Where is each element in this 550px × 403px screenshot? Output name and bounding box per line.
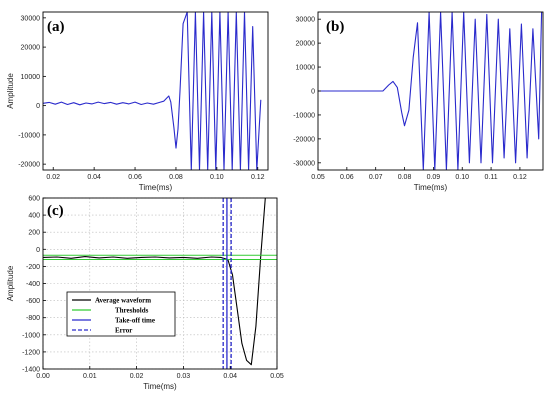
x-tick-label: 0.03 [177, 373, 191, 380]
x-axis-label: Time(ms) [139, 183, 173, 192]
panel-label: (b) [326, 19, 344, 35]
x-tick-label: 0.08 [398, 174, 412, 181]
y-tick-label: -10000 [18, 132, 40, 139]
chart-panel-a: 0.02 0.04 0.06 0.08 0.10 0.12 -20000 -10000 0 100… [6, 11, 269, 192]
series-line-0 [43, 198, 266, 366]
y-tick-label: 200 [28, 230, 40, 237]
y-tick-label: -30000 [293, 160, 315, 167]
series-line-0 [318, 12, 543, 170]
x-tick-label: 0.02 [46, 174, 60, 181]
x-tick-label: 0.08 [169, 174, 183, 181]
plot-area [43, 198, 277, 369]
x-axis-label: Time(ms) [414, 183, 448, 192]
panel-label: (a) [47, 19, 65, 35]
x-tick-label: 0.06 [340, 174, 354, 181]
x-tick-label: 0.02 [130, 373, 144, 380]
x-tick-label: 0.05 [311, 174, 325, 181]
x-tick-label: 0.04 [223, 373, 237, 380]
legend-label: Error [115, 327, 132, 335]
y-tick-label: -400 [26, 281, 40, 288]
legend-label: Thresholds [115, 307, 149, 315]
y-tick-label: 20000 [21, 45, 41, 52]
y-tick-label: -1000 [22, 332, 40, 339]
x-tick-label: 0.06 [128, 174, 142, 181]
y-axis-label: Amplitude [6, 265, 15, 301]
y-axis-label: Amplitude [6, 73, 15, 109]
y-tick-label: 30000 [296, 17, 316, 24]
x-tick-label: 0.10 [210, 174, 224, 181]
x-tick-label: 0.12 [251, 174, 265, 181]
y-tick-label: 30000 [21, 15, 41, 22]
x-tick-label: 0.10 [455, 174, 469, 181]
y-tick-label: -20000 [18, 162, 40, 169]
x-tick-label: 0.05 [270, 373, 284, 380]
y-tick-label: -200 [26, 264, 40, 271]
x-tick-label: 0.01 [83, 373, 97, 380]
y-tick-label: -600 [26, 298, 40, 305]
y-tick-label: 400 [28, 213, 40, 220]
plot-area [318, 12, 543, 170]
x-tick-label: 0.04 [87, 174, 101, 181]
y-tick-label: 10000 [296, 65, 316, 72]
y-tick-label: -20000 [293, 136, 315, 143]
x-tick-label: 0.11 [485, 174, 498, 181]
y-tick-label: 20000 [296, 41, 316, 48]
y-tick-label: -800 [26, 315, 40, 322]
legend: Average waveform Thresholds Take-off time E… [66, 291, 176, 337]
y-tick-label: 0 [311, 89, 315, 96]
y-tick-label: -10000 [293, 112, 315, 119]
x-tick-label: 0.00 [36, 373, 50, 380]
panel-label: (c) [47, 203, 64, 219]
plot-frame [42, 11, 269, 171]
legend-box [66, 291, 176, 337]
y-tick-label: -1200 [22, 349, 40, 356]
legend-label: Average waveform [95, 297, 151, 305]
chart-panel-b: 0.05 0.06 0.07 0.08 0.09 0.10 0.11 0.12 -30000 -2… [293, 11, 544, 192]
legend-label: Take-off time [115, 317, 155, 325]
y-tick-label: 0 [36, 103, 40, 110]
y-tick-label: -1400 [22, 367, 40, 374]
y-tick-label: 600 [28, 196, 40, 203]
y-tick-label: 10000 [21, 74, 41, 81]
x-tick-label: 0.07 [369, 174, 383, 181]
x-axis-label: Time(ms) [143, 382, 177, 391]
y-tick-label: 0 [36, 247, 40, 254]
plot-area [43, 12, 262, 170]
x-tick-label: 0.12 [513, 174, 527, 181]
x-tick-label: 0.09 [427, 174, 441, 181]
series-line-0 [43, 12, 262, 170]
chart-panel-c: 0.00 0.01 0.02 0.03 0.04 0.05 -1400 -1200 -1000 -… [6, 196, 284, 392]
